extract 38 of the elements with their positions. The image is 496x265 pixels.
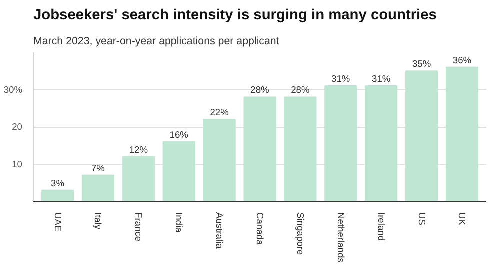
x-tick-label: Australia xyxy=(214,212,225,250)
data-label: 36% xyxy=(452,55,472,66)
bar xyxy=(446,66,479,202)
x-tick-label: Canada xyxy=(255,212,265,246)
data-label: 7% xyxy=(91,163,105,174)
bar xyxy=(41,190,74,202)
data-label: 31% xyxy=(332,74,350,84)
bar xyxy=(244,96,276,202)
y-tick-label: 20 xyxy=(12,122,23,132)
bar xyxy=(162,141,196,202)
chart-title: Jobseekers' search intensity is surging in many countries xyxy=(34,8,437,24)
data-label: 28% xyxy=(291,85,310,96)
bar xyxy=(82,174,114,202)
x-tick-label: UAE xyxy=(52,212,63,232)
chart-subtitle: March 2023, year-on-year applications per applicant xyxy=(34,36,280,48)
x-tick-label: Singapore xyxy=(295,212,306,256)
data-label: 22% xyxy=(210,108,229,118)
x-tick-label: US xyxy=(416,212,427,226)
data-label: 3% xyxy=(51,178,65,188)
x-tick-label: UK xyxy=(457,212,468,226)
bar xyxy=(284,96,317,202)
data-label: 16% xyxy=(170,130,188,140)
x-tick-label: Italy xyxy=(93,212,104,230)
bar xyxy=(324,86,358,202)
x-tick-label: France xyxy=(134,212,144,242)
bar xyxy=(203,119,236,202)
bar xyxy=(122,156,155,202)
x-tick-label: Ireland xyxy=(376,212,386,242)
x-tick-label: Netherlands xyxy=(336,212,346,264)
y-tick-label: 30% xyxy=(4,84,22,95)
y-tick-label: 10 xyxy=(12,159,23,170)
data-label: 28% xyxy=(250,85,270,96)
bar xyxy=(365,86,398,202)
data-label: 31% xyxy=(372,74,391,84)
x-tick-label: India xyxy=(174,212,184,234)
data-label: 12% xyxy=(129,144,148,155)
data-label: 35% xyxy=(412,59,432,70)
bar xyxy=(406,70,438,202)
